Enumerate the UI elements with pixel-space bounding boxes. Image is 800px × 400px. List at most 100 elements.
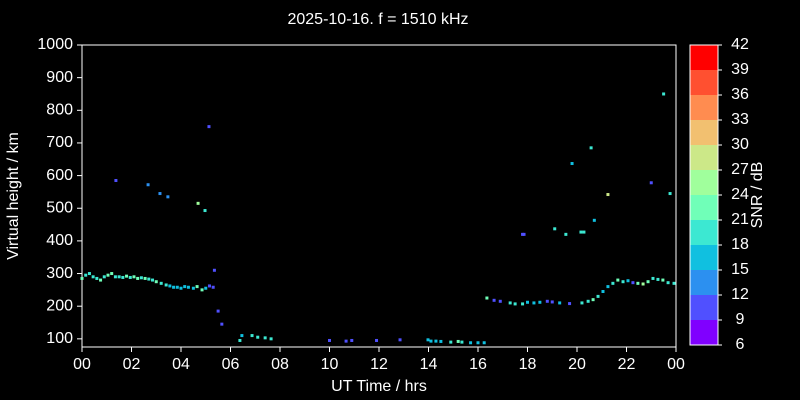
point <box>375 338 379 342</box>
point <box>151 278 155 282</box>
colorbar-bin <box>690 195 718 220</box>
y-tick-label: 100 <box>46 330 73 347</box>
point <box>626 279 630 283</box>
y-tick-label: 500 <box>46 199 73 216</box>
point <box>220 322 224 326</box>
colorbar-label: SNR / dB <box>749 162 766 229</box>
point <box>672 281 676 285</box>
point <box>666 281 670 285</box>
colorbar-tick-label: 39 <box>731 61 749 78</box>
point <box>492 298 496 302</box>
point <box>538 300 542 304</box>
point <box>656 277 660 281</box>
point <box>95 276 99 280</box>
point <box>238 338 242 342</box>
colorbar-tick-label: 12 <box>731 286 749 303</box>
point <box>172 285 176 289</box>
point <box>662 92 666 96</box>
point <box>611 281 615 285</box>
point <box>513 302 517 306</box>
point <box>449 340 453 344</box>
point <box>553 227 557 231</box>
point <box>154 280 158 284</box>
point <box>661 278 665 282</box>
point <box>482 341 486 345</box>
point <box>579 230 583 234</box>
point <box>521 302 525 306</box>
point <box>606 193 610 197</box>
point <box>564 232 568 236</box>
point <box>164 283 168 287</box>
point <box>159 281 163 285</box>
x-tick-label: 22 <box>618 356 636 373</box>
point <box>143 276 147 280</box>
point <box>532 301 536 305</box>
point <box>269 337 273 341</box>
point <box>344 339 348 343</box>
point <box>568 302 572 306</box>
point <box>469 341 473 345</box>
point <box>580 301 584 305</box>
point <box>114 178 118 182</box>
point <box>256 335 260 339</box>
point <box>550 300 554 304</box>
colorbar-bin <box>690 320 718 345</box>
point <box>196 201 200 205</box>
x-tick-label: 02 <box>123 356 141 373</box>
point <box>508 301 512 305</box>
point <box>121 275 125 279</box>
y-axis-label: Virtual height / km <box>5 132 22 260</box>
point <box>186 285 190 289</box>
point <box>429 339 433 343</box>
point <box>117 275 121 279</box>
point <box>216 309 220 313</box>
point <box>168 284 172 288</box>
colorbar-tick-label: 21 <box>731 211 749 228</box>
point <box>616 278 620 282</box>
point <box>601 289 605 293</box>
y-tick-label: 900 <box>46 69 73 86</box>
point <box>426 338 430 342</box>
point <box>631 281 635 285</box>
point <box>200 288 204 292</box>
point <box>545 299 549 303</box>
y-tick-label: 300 <box>46 265 73 282</box>
point <box>582 230 586 234</box>
point <box>591 298 595 302</box>
point <box>621 280 625 284</box>
point <box>606 285 610 289</box>
colorbar-tick-label: 36 <box>731 86 749 103</box>
y-tick-label: 800 <box>46 102 73 119</box>
point <box>204 286 208 290</box>
point <box>646 280 650 284</box>
x-axis-label: UT Time / hrs <box>331 378 427 395</box>
chart-title: 2025-10-16. f = 1510 kHz <box>287 11 468 28</box>
x-tick-label: 00 <box>667 356 685 373</box>
point <box>586 299 590 303</box>
point <box>179 286 183 290</box>
colorbar-bin <box>690 170 718 195</box>
colorbar-tick-label: 9 <box>736 311 745 328</box>
y-tick-label: 700 <box>46 134 73 151</box>
y-tick-label: 600 <box>46 167 73 184</box>
point <box>589 146 593 150</box>
point <box>139 276 143 280</box>
point <box>641 282 645 286</box>
colorbar-tick-label: 18 <box>731 236 749 253</box>
x-tick-label: 10 <box>321 356 339 373</box>
point <box>456 339 460 343</box>
point <box>203 209 207 213</box>
colorbar-bin <box>690 145 718 170</box>
y-tick-label: 400 <box>46 232 73 249</box>
point <box>84 273 88 277</box>
point <box>526 300 529 304</box>
point <box>106 273 110 277</box>
point <box>166 195 170 199</box>
point <box>102 275 106 279</box>
colorbar-bin <box>690 220 718 245</box>
point <box>125 274 129 278</box>
point <box>570 162 574 166</box>
colorbar-tick-label: 15 <box>731 261 749 278</box>
point <box>113 275 117 279</box>
